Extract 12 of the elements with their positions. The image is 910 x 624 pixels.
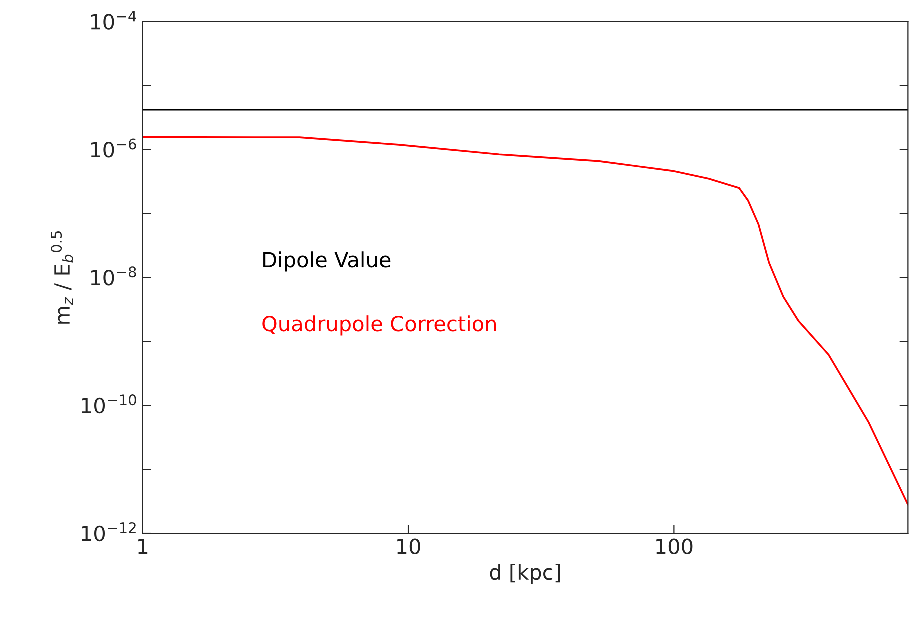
x-tick-label: 10 [398, 538, 420, 555]
text: Dipole Value [264, 252, 391, 272]
y-tick-label: 10$^{−4}$ [91, 11, 136, 30]
y-tick-label: 10$^{−8}$ [91, 266, 136, 286]
y-tick-label: 10$^{−12}$ [82, 522, 136, 542]
text: Quadrupole Correction [262, 316, 496, 336]
y-axis-title: m$_{z}$ / E$_{b}$$^{0.5}$ [51, 232, 74, 324]
y-tick-label: 10$^{−10}$ [82, 394, 136, 414]
x-axis-title: d [kpc] [490, 564, 560, 584]
x-tick-label: 100 [656, 538, 693, 555]
y-tick-label: 10$^{−6}$ [91, 138, 136, 158]
x-tick-label: 1 [138, 539, 148, 554]
